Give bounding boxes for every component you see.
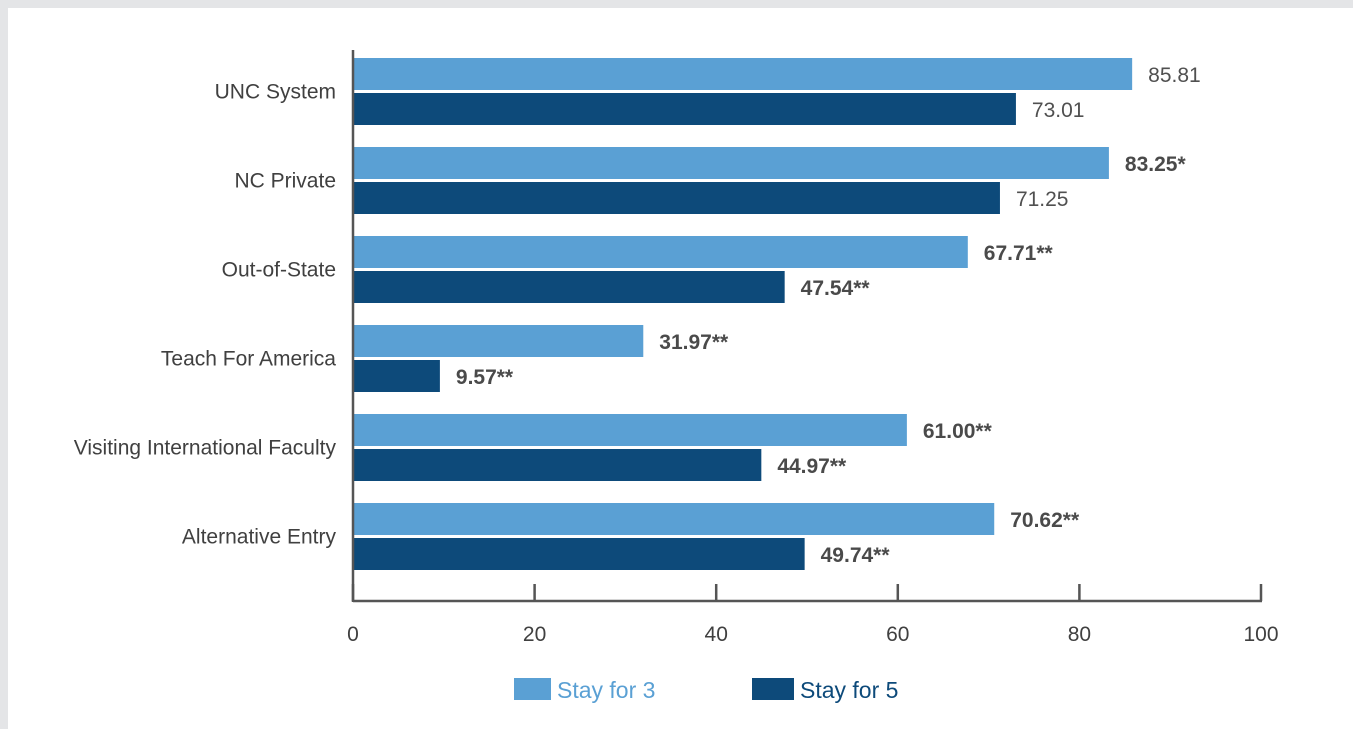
bar-stay-3 (353, 325, 644, 357)
bars (353, 58, 1133, 570)
value-label-stay-5: 47.54** (801, 277, 871, 300)
value-label-stay-3: 67.71** (984, 242, 1054, 265)
legend-label-stay-5: Stay for 5 (800, 677, 898, 703)
value-label-stay-5: 73.01 (1032, 99, 1085, 122)
value-label-stay-3: 83.25* (1125, 153, 1187, 176)
bar-stay-3 (353, 503, 995, 535)
bar-stay-5 (353, 360, 440, 392)
x-tick-label: 80 (1068, 623, 1091, 646)
x-tick-label: 40 (705, 623, 728, 646)
legend-swatch-stay-5 (752, 678, 794, 700)
bar-stay-3 (353, 414, 907, 446)
bar-stay-3 (353, 147, 1109, 179)
x-tick-label: 0 (347, 623, 359, 646)
category-label: UNC System (215, 81, 336, 104)
value-label-stay-3: 70.62** (1010, 509, 1080, 532)
category-label: Out-of-State (222, 259, 336, 282)
bar-stay-5 (353, 271, 785, 303)
value-labels: 85.81 73.01 83.25* 71.25 67.71** 47.54** 31.97… (456, 64, 1201, 567)
category-label: Visiting International Faculty (74, 437, 337, 460)
value-label-stay-3: 85.81 (1148, 64, 1201, 87)
legend: Stay for 3 Stay for 5 (514, 677, 898, 703)
chart-frame: UNC System NC Private Out-of-State Teach Fo… (8, 8, 1353, 729)
bar-stay-5 (353, 182, 1000, 214)
value-label-stay-3: 31.97** (659, 331, 729, 354)
value-label-stay-5: 71.25 (1016, 188, 1069, 211)
axes (351, 50, 1262, 603)
x-tick-label: 60 (886, 623, 909, 646)
category-label: Teach For America (161, 348, 336, 371)
x-tick-label: 100 (1243, 623, 1278, 646)
value-label-stay-5: 49.74** (821, 544, 891, 567)
bar-stay-3 (353, 58, 1133, 90)
value-label-stay-3: 61.00** (923, 420, 993, 443)
bar-stay-5 (353, 538, 805, 570)
x-ticks: 0 20 40 60 80 100 (347, 584, 1279, 646)
bar-stay-5 (353, 449, 762, 481)
bar-stay-3 (353, 236, 968, 268)
value-label-stay-5: 44.97** (777, 455, 847, 478)
bar-chart: UNC System NC Private Out-of-State Teach Fo… (74, 50, 1279, 703)
category-labels: UNC System NC Private Out-of-State Teach Fo… (74, 81, 337, 549)
legend-label-stay-3: Stay for 3 (557, 677, 655, 703)
category-label: NC Private (234, 170, 336, 193)
bar-stay-5 (353, 93, 1016, 125)
value-label-stay-5: 9.57** (456, 366, 514, 389)
category-label: Alternative Entry (182, 526, 337, 549)
x-tick-label: 20 (523, 623, 546, 646)
legend-swatch-stay-3 (514, 678, 551, 700)
